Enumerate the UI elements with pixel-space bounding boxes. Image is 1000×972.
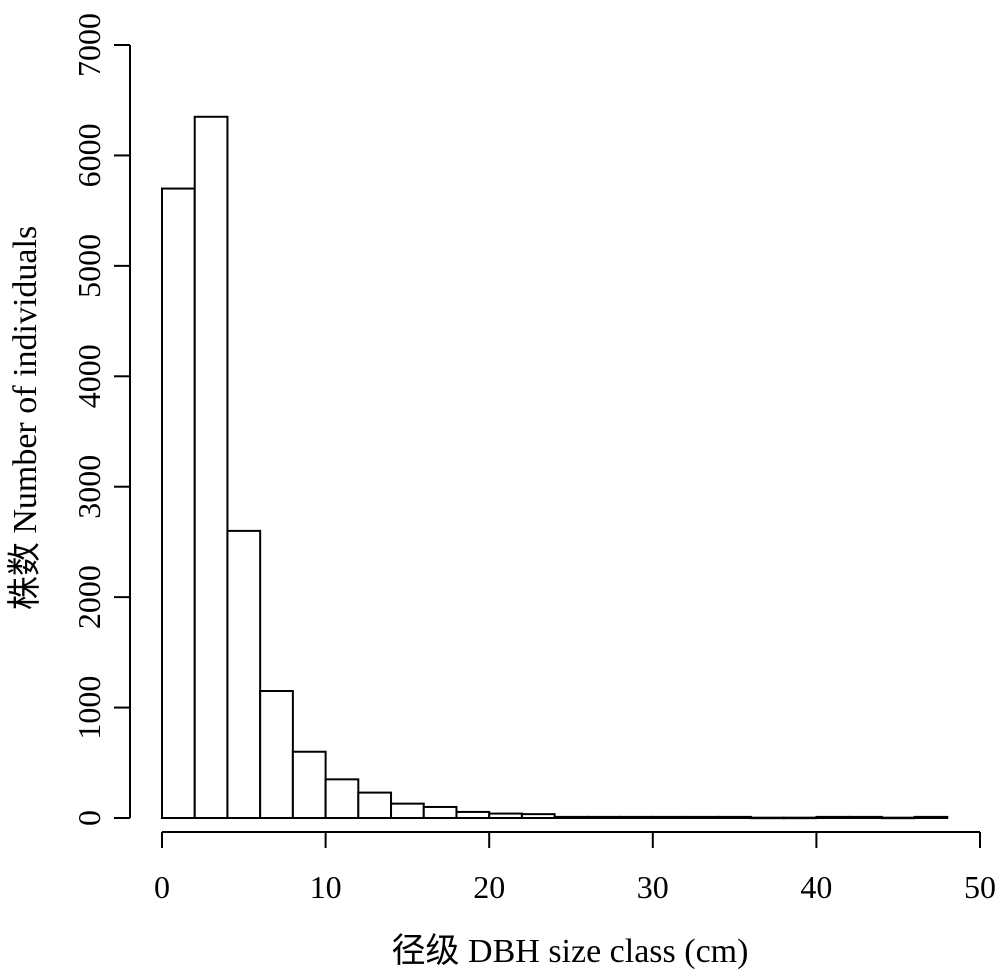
histogram-bar (291, 750, 327, 819)
x-tick-label: 30 (637, 869, 669, 905)
y-axis: 0 1000 2000 3000 4000 5000 6000 7000 (71, 13, 131, 826)
y-tick-label: 4000 (71, 344, 107, 408)
y-tick-label: 0 (71, 810, 107, 826)
histogram-bar (749, 816, 785, 820)
histogram-bar (586, 815, 622, 819)
histogram-bar (455, 810, 491, 820)
histogram-bar (782, 816, 818, 820)
histogram-bar (357, 791, 393, 820)
histogram-bar (324, 778, 360, 819)
x-tick-label: 20 (473, 869, 505, 905)
y-tick-label: 3000 (71, 455, 107, 519)
y-axis-title: 株数 Number of individuals (6, 226, 44, 610)
histogram-bar (848, 815, 883, 819)
histogram-bar (717, 815, 752, 819)
x-axis: 0 10 20 30 40 50 (154, 831, 996, 905)
histogram-bar (488, 812, 523, 820)
y-tick-label: 5000 (71, 234, 107, 298)
histogram-bar (259, 690, 294, 819)
histogram-bars (161, 115, 949, 820)
y-tick-label: 2000 (71, 565, 107, 629)
y-tick-label: 6000 (71, 123, 107, 187)
histogram-bar (913, 815, 949, 819)
histogram-bar (880, 816, 916, 820)
x-tick-label: 0 (154, 869, 170, 905)
histogram-bar (390, 802, 425, 820)
y-tick-label: 1000 (71, 676, 107, 740)
histogram-bar (193, 115, 229, 820)
histogram-bar (422, 805, 458, 820)
histogram-bar (520, 813, 556, 820)
histogram-bar (161, 187, 196, 820)
histogram-bar (553, 815, 589, 819)
y-tick-label: 7000 (71, 13, 107, 77)
x-tick-label: 50 (964, 869, 996, 905)
x-axis-title: 径级 DBH size class (cm) (392, 932, 749, 970)
histogram-bar (226, 529, 262, 820)
x-tick-label: 10 (310, 869, 342, 905)
x-tick-label: 40 (800, 869, 832, 905)
histogram-bar (815, 815, 851, 819)
histogram-bar (619, 815, 654, 819)
histogram-bar (651, 815, 687, 819)
histogram-bar (684, 815, 720, 819)
